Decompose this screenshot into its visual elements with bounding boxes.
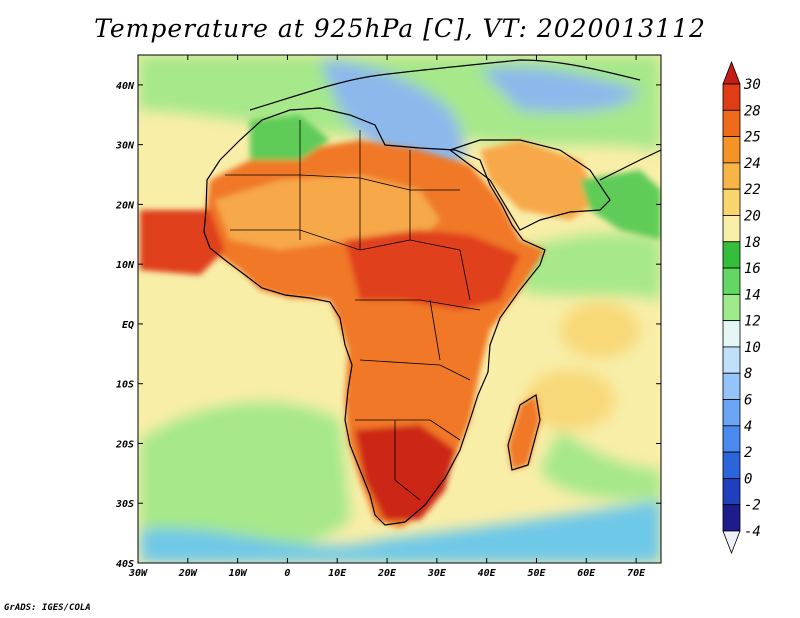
- border-east-1: [429, 299, 441, 361]
- colorbar-level-label: 25: [744, 130, 761, 146]
- colorbar-swatch: [722, 215, 741, 243]
- border-south-3: [394, 420, 421, 501]
- colorbar-swatch: [722, 267, 741, 295]
- colorbar-level-label: -2: [744, 498, 761, 514]
- colorbar-level-label: 20: [744, 208, 761, 224]
- x-tick-label: 30W: [128, 568, 148, 579]
- southern-ocean-cold: [140, 500, 661, 563]
- colorbar-level-label: 28: [744, 103, 761, 119]
- x-tick-label: 10E: [328, 568, 347, 579]
- colorbar: [722, 60, 741, 555]
- sahel-mild: [215, 175, 440, 250]
- colorbar-swatch: [722, 346, 741, 374]
- colorbar-top-arrow: [722, 60, 741, 85]
- x-tick-label: 30E: [427, 568, 447, 579]
- colorbar-level-label: 16: [744, 261, 761, 277]
- colorbar-level-label: 24: [744, 156, 761, 172]
- arabia-mild: [480, 140, 600, 220]
- coastlines: [203, 59, 661, 526]
- colorbar-swatch: [722, 188, 741, 216]
- x-tick-label: 60E: [577, 568, 596, 579]
- y-tick-label: 30S: [115, 499, 134, 510]
- y-tick-label: 20S: [115, 439, 134, 450]
- atlas-cool: [250, 115, 330, 160]
- africa-coastline: [203, 107, 546, 526]
- colorbar-swatch: [722, 320, 741, 348]
- border-equator: [355, 299, 481, 311]
- indian-ocean-warm-1: [560, 302, 640, 358]
- colorbar-swatch: [722, 425, 741, 453]
- madagascar-coastline: [507, 394, 541, 471]
- colorbar-swatch: [722, 504, 741, 532]
- madagascar-land: [508, 395, 540, 470]
- y-tick-label: 40N: [116, 81, 135, 92]
- grads-credit: GrADS: IGES/COLA: [4, 603, 91, 613]
- plot-frame: [137, 54, 662, 564]
- colorbar-level-label: 4: [744, 419, 752, 435]
- axis-labels: 30W 20W 10W 0 10E 20E 30E 40E 50E 60E 70E 40N 30N 20N…: [115, 81, 646, 579]
- border-south-1: [359, 359, 471, 381]
- colorbar-level-label: 14: [744, 287, 761, 303]
- colorbar-swatch: [722, 293, 741, 322]
- border-south-2: [355, 419, 461, 441]
- colorbar-bottom-arrow: [722, 530, 741, 555]
- central-africa-hot: [345, 230, 520, 310]
- x-tick-label: 20E: [377, 568, 397, 579]
- colorbar-swatch: [722, 399, 741, 427]
- axis-ticks: [137, 55, 661, 564]
- arabian-sea-cool: [580, 170, 661, 240]
- y-tick-label: 20N: [115, 200, 135, 211]
- colorbar-level-label: 2: [744, 445, 752, 461]
- southern-africa-very-hot: [355, 425, 455, 520]
- x-tick-label: 50E: [527, 568, 546, 579]
- x-tick-label: 10W: [229, 568, 248, 579]
- x-tick-label: 0: [284, 568, 290, 579]
- middle-east-cold: [480, 67, 640, 112]
- colorbar-level-label: -4: [744, 524, 761, 540]
- colorbar-swatch: [722, 162, 741, 190]
- y-tick-label: 10S: [116, 380, 134, 391]
- arabia-coastline: [448, 139, 611, 231]
- colorbar-level-label: 8: [744, 366, 752, 382]
- mediterranean-coastline: [249, 59, 641, 111]
- y-tick-label: 10N: [116, 260, 135, 271]
- temperature-field: [138, 55, 661, 563]
- indian-ocean-cool-south: [540, 430, 661, 500]
- x-tick-label: 20W: [178, 568, 198, 579]
- colorbar-swatch: [722, 136, 741, 164]
- border-sahel: [230, 229, 461, 251]
- colorbar-swatch: [722, 478, 741, 506]
- colorbar-level-label: 6: [744, 393, 752, 409]
- colorbar-swatch: [722, 109, 741, 137]
- colorbar-swatch: [722, 241, 741, 269]
- indian-ocean-cool: [520, 233, 661, 300]
- colorbar-level-label: 12: [744, 314, 761, 330]
- y-tick-label: 40S: [116, 559, 134, 570]
- colorbar-level-label: 18: [744, 235, 761, 251]
- x-tick-label: 70E: [627, 568, 646, 579]
- colorbar-level-label: 0: [744, 471, 752, 487]
- indian-ocean-warm-2: [525, 370, 615, 430]
- south-atlantic-cool: [140, 402, 350, 554]
- colorbar-swatch: [722, 372, 741, 400]
- y-tick-label: 30N: [115, 141, 135, 152]
- colorbar-swatch: [722, 451, 741, 479]
- chart-title: Temperature at 925hPa [C], VT: 202001311…: [94, 14, 706, 43]
- x-tick-label: 40E: [478, 568, 497, 579]
- border-east-2: [459, 249, 471, 301]
- country-borders: [225, 120, 481, 501]
- colorbar-level-label: 30: [743, 77, 761, 93]
- colorbar-level-label: 10: [744, 340, 761, 356]
- colorbar-swatch: [722, 83, 741, 111]
- west-atlantic-hot: [140, 210, 225, 275]
- y-tick-label: EQ: [122, 320, 134, 331]
- north-africa-cold: [320, 60, 464, 180]
- asia-coastline: [599, 149, 661, 181]
- colorbar-level-label: 22: [744, 182, 761, 198]
